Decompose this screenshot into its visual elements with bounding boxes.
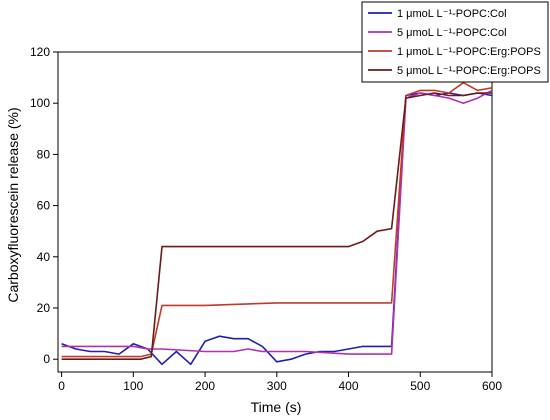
legend-box	[361, 1, 549, 83]
x-tick-label: 400	[339, 379, 359, 393]
plot-frame	[57, 51, 493, 373]
series-line-4	[61, 92, 492, 361]
legend-label-3: 1 μmoL L⁻¹-POPC:Erg:POPS	[397, 46, 541, 58]
legend-label-2: 5 μmoL L⁻¹-POPC:Col	[397, 27, 507, 39]
y-tick-label: 20	[37, 301, 51, 315]
x-tick-label: 300	[267, 379, 287, 393]
x-axis: 0 100 200 300 400 500 600	[58, 372, 502, 393]
x-tick-label: 0	[58, 379, 65, 393]
y-tick-label: 100	[30, 96, 50, 110]
x-tick-label: 200	[195, 379, 215, 393]
legend-label-4: 5 μmoL L⁻¹-POPC:Erg:POPS	[397, 65, 541, 77]
series-line-3	[61, 81, 493, 358]
x-tick-label: 100	[123, 379, 143, 393]
x-tick-label: 600	[482, 379, 502, 393]
legend-label-1: 1 μmoL L⁻¹-POPC:Col	[397, 8, 507, 20]
y-tick-label: 0	[43, 352, 50, 366]
y-axis: 0 20 40 60 80 100 120	[30, 45, 58, 366]
y-tick-label: 40	[37, 250, 51, 264]
plot-border	[57, 51, 493, 373]
series-layer	[61, 81, 493, 366]
series-line-2	[61, 89, 493, 355]
series-line-1	[61, 92, 493, 366]
y-tick-label: 60	[37, 199, 51, 213]
y-tick-label: 80	[37, 147, 51, 161]
x-axis-title: Time (s)	[251, 399, 302, 415]
legend: 1 μmoL L⁻¹-POPC:Col 5 μmoL L⁻¹-POPC:Col 1 …	[361, 1, 549, 83]
y-axis-title: Carboxyfluorescein release (%)	[5, 107, 21, 302]
y-tick-label: 120	[30, 45, 50, 59]
x-tick-label: 500	[410, 379, 430, 393]
